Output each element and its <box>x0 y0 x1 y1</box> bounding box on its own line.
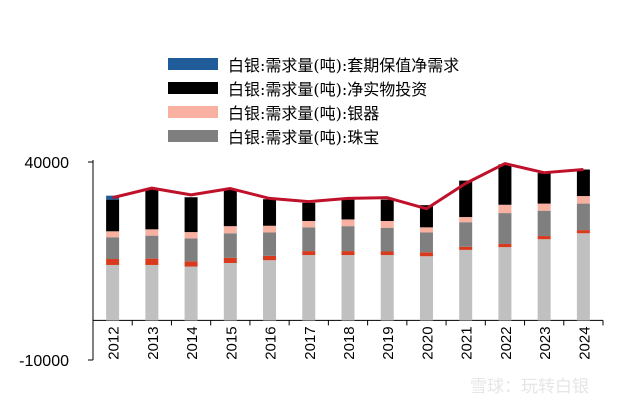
bar-segment <box>576 203 590 231</box>
bar-segment <box>263 199 277 226</box>
bar-segment <box>184 238 198 262</box>
legend-label: 白银:需求量(吨):珠宝 <box>228 128 380 147</box>
bar-segment <box>419 252 433 257</box>
bar-segment <box>537 239 551 321</box>
watermark: 雪球：玩转白银 <box>470 377 589 397</box>
bar-segment <box>302 255 316 321</box>
legend-swatch <box>168 58 218 70</box>
bar-segment <box>302 251 316 256</box>
bar-segment <box>341 219 355 227</box>
bar-segment <box>184 197 198 233</box>
bar-segment <box>106 237 120 260</box>
legend-item: 白银:需求量(吨):银器 <box>168 100 459 124</box>
bar-segment <box>419 205 433 228</box>
bar-segment <box>106 259 120 265</box>
bar-segment <box>498 213 512 244</box>
bar-segment <box>498 247 512 321</box>
bar-segment <box>459 249 473 321</box>
bar-segment <box>498 164 512 205</box>
legend-item: 白银:需求量(吨):净实物投资 <box>168 76 459 100</box>
x-tick-label: 2016 <box>263 326 280 359</box>
bar-segment <box>223 189 237 227</box>
bar-segment <box>302 202 316 222</box>
bar-segment <box>223 257 237 263</box>
bar-segment <box>184 261 198 267</box>
bar-segment <box>106 195 120 200</box>
x-tick-label: 2013 <box>145 326 162 359</box>
bar-segment <box>576 196 590 204</box>
bar-segment <box>537 210 551 237</box>
bar-segment <box>223 262 237 321</box>
bar-segment <box>498 243 512 248</box>
bar-segment <box>537 203 551 211</box>
bar-segment <box>106 264 120 321</box>
bar-segment <box>184 266 198 321</box>
bar-segment <box>419 256 433 321</box>
bar-segment <box>145 264 159 321</box>
legend: 白银:需求量(吨):套期保值净需求 白银:需求量(吨):净实物投资 白银:需求量… <box>168 52 459 148</box>
x-tick-label: 2020 <box>419 326 436 359</box>
bar-segment <box>380 221 394 228</box>
bar-segment <box>145 235 159 259</box>
x-tick-label: 2021 <box>459 326 476 359</box>
bar-segment <box>419 227 433 233</box>
legend-label: 白银:需求量(吨):银器 <box>228 104 380 123</box>
bar-segment <box>263 232 277 256</box>
legend-item: 白银:需求量(吨):套期保值净需求 <box>168 52 459 76</box>
bar-segment <box>380 255 394 321</box>
bar-segment <box>263 225 277 233</box>
bar-segment <box>263 260 277 321</box>
bar-segment <box>184 232 198 239</box>
x-tick-label: 2024 <box>576 326 593 359</box>
bar-segment <box>498 204 512 214</box>
legend-swatch <box>168 106 218 118</box>
bar-segment <box>145 258 159 265</box>
bar-segment <box>537 236 551 240</box>
bar-segment <box>380 251 394 256</box>
x-tick-label: 2023 <box>537 326 554 359</box>
x-tick-label: 2019 <box>380 326 397 359</box>
x-tick-label: 2022 <box>498 326 515 359</box>
legend-swatch <box>168 130 218 142</box>
bar-segment <box>223 226 237 234</box>
x-tick-label: 2018 <box>341 326 358 359</box>
bar-segment <box>459 222 473 247</box>
total-line <box>112 162 584 211</box>
bar-segment <box>145 188 159 230</box>
bar-segment <box>576 169 590 197</box>
bar-segment <box>302 227 316 252</box>
x-tick-label: 2014 <box>184 326 201 359</box>
bar-segment <box>341 255 355 321</box>
bar-segment <box>341 251 355 256</box>
bar-segment <box>263 255 277 261</box>
bar-segment <box>106 231 120 238</box>
bar-segment <box>576 233 590 321</box>
legend-label: 白银:需求量(吨):净实物投资 <box>228 80 428 99</box>
y-tick-label: -10000 <box>19 353 69 370</box>
legend-swatch <box>168 82 218 94</box>
bar-segment <box>341 226 355 252</box>
bar-segment <box>106 199 120 232</box>
bar-segment <box>341 199 355 220</box>
bar-segment <box>537 173 551 204</box>
x-tick-label: 2017 <box>302 326 319 359</box>
bar-segment <box>459 217 473 223</box>
bar-segment <box>380 199 394 222</box>
x-tick-label: 2015 <box>223 326 240 359</box>
x-tick-label: 2012 <box>106 326 123 359</box>
bar-segment <box>302 221 316 228</box>
bar-segment <box>419 232 433 253</box>
legend-item: 白银:需求量(吨):珠宝 <box>168 124 459 148</box>
bar-segment <box>145 229 159 236</box>
bar-segment <box>459 246 473 250</box>
bar-segment <box>380 227 394 252</box>
y-tick-label: 40000 <box>25 155 70 172</box>
bar-segment <box>223 233 237 258</box>
legend-label: 白银:需求量(吨):套期保值净需求 <box>228 56 460 75</box>
bar-segment <box>576 230 590 234</box>
bar-segment <box>459 180 473 218</box>
